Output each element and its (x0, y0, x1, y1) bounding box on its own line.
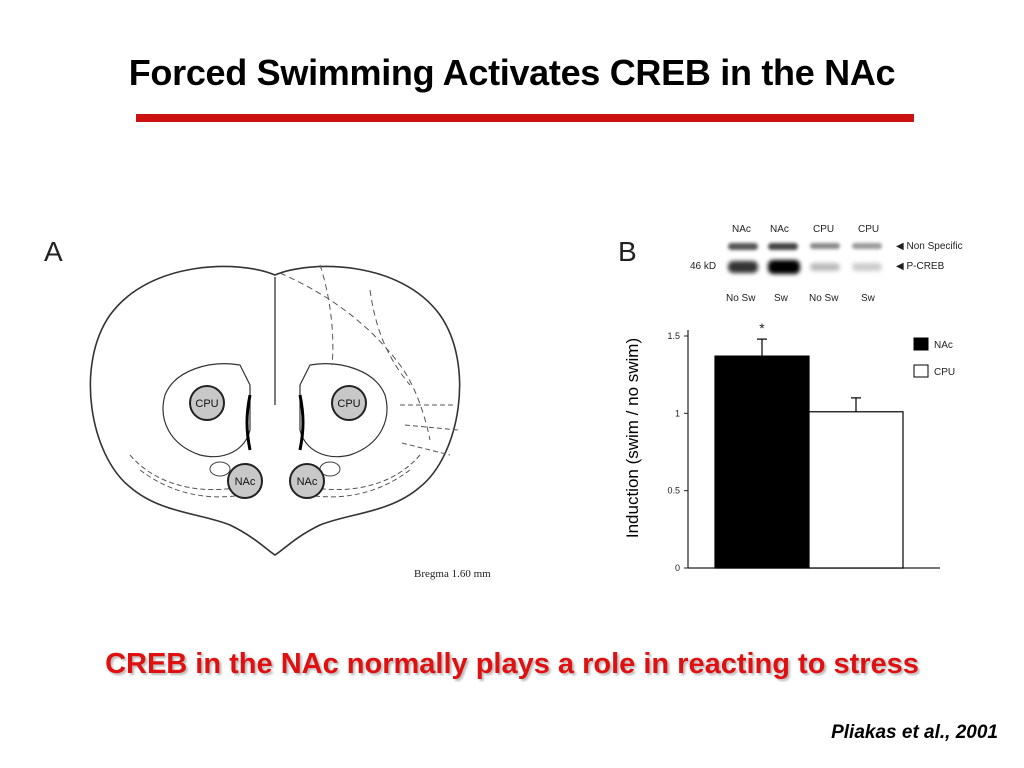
bar-nac (714, 355, 810, 569)
band-label-text: Non Specific (906, 241, 963, 252)
striatum-left (162, 363, 251, 458)
ventricle-left (245, 394, 252, 451)
band-label: ◀ Non Specific (896, 241, 963, 252)
cortex-boundary-right-3 (369, 289, 411, 386)
cortex-boundary-right (279, 272, 431, 441)
band-nonspecific (810, 243, 840, 249)
brain-section-diagram: CPU CPU NAc NAc (89, 264, 461, 556)
region-label: NAc (297, 476, 318, 488)
legend-label: CPU (934, 367, 955, 378)
citation: Pliakas et al., 2001 (831, 722, 998, 743)
region-label: NAc (235, 476, 256, 488)
lane-top-label: CPU (813, 224, 835, 235)
region-nac-left: NAc (227, 463, 263, 499)
slide-title: Forced Swimming Activates CREB in the NA… (128, 52, 896, 93)
region-cpu-left: CPU (189, 385, 225, 421)
band-nonspecific (852, 243, 882, 249)
region-nac-right: NAc (289, 463, 325, 499)
region-label: CPU (337, 398, 360, 410)
band-nonspecific (728, 243, 758, 250)
legend-label: NAc (934, 340, 953, 351)
lane-bottom-label: Sw (774, 293, 788, 304)
y-tick-label: 1.5 (667, 331, 680, 341)
lane-bottom-label: Sw (861, 293, 875, 304)
western-blot: NAc NAc CPU CPU 46 kD ◀ Non Specific ◀ P… (670, 218, 990, 313)
y-tick-label: 0.5 (667, 486, 680, 496)
band-label: ◀ P-CREB (896, 261, 945, 272)
title-underline (136, 114, 914, 122)
brain-outline (89, 265, 461, 556)
significance-marker: * (759, 320, 765, 336)
bar-chart: 0 0.5 1 1.5 * NAc CPU (667, 320, 955, 573)
region-label: CPU (195, 398, 218, 410)
panel-a-letter: A (44, 236, 63, 267)
region-cpu-right: CPU (331, 385, 367, 421)
y-tick-label: 1 (675, 408, 680, 418)
band-pcreb (728, 261, 758, 273)
cortex-boundary-right-4 (400, 404, 459, 456)
takeaway-text: CREB in the NAc normally plays a role in… (105, 648, 919, 680)
panel-b-letter: B (618, 236, 637, 267)
molecular-weight-marker: 46 kD (690, 261, 717, 272)
band-pcreb (768, 260, 800, 274)
commissure-left (209, 461, 231, 477)
band-label-text: P-CREB (906, 261, 945, 272)
bregma-caption: Bregma 1.60 mm (414, 568, 491, 580)
legend-swatch (913, 337, 929, 351)
band-nonspecific (768, 243, 798, 250)
legend-swatch (913, 364, 929, 378)
lane-bottom-label: No Sw (809, 293, 839, 304)
y-tick-label: 0 (675, 563, 680, 573)
lane-top-label: CPU (858, 224, 880, 235)
cortex-boundary-right-2 (319, 264, 334, 366)
lane-top-label: NAc (770, 224, 789, 235)
lane-bottom-label: No Sw (726, 293, 756, 304)
ventricle-right (298, 394, 305, 451)
band-pcreb (810, 263, 840, 271)
lane-top-label: NAc (732, 224, 751, 235)
band-pcreb (852, 263, 882, 271)
striatum-right (299, 363, 388, 458)
bar-cpu (808, 411, 904, 569)
